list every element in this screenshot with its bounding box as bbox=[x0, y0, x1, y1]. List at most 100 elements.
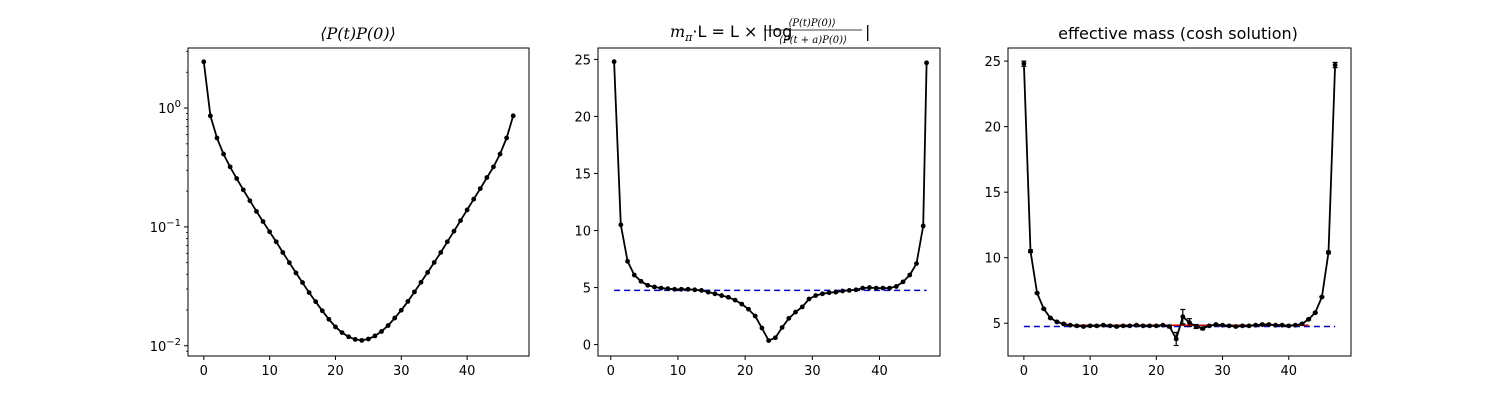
data-point bbox=[346, 334, 352, 340]
data-point bbox=[1279, 322, 1285, 328]
data-point bbox=[739, 301, 745, 307]
y-tick-label: 10−2 bbox=[150, 337, 181, 355]
data-point bbox=[1067, 322, 1073, 328]
x-tick-label: 0 bbox=[200, 364, 208, 379]
y-tick-label: 5 bbox=[583, 282, 591, 297]
data-point bbox=[471, 196, 477, 202]
data-point bbox=[1120, 323, 1126, 329]
y-tick-label: 15 bbox=[574, 167, 591, 182]
data-point bbox=[398, 307, 404, 313]
data-point bbox=[313, 299, 319, 305]
data-point bbox=[924, 60, 929, 66]
data-point bbox=[1240, 323, 1245, 329]
data-point bbox=[1100, 322, 1106, 328]
title-lhs-m: m bbox=[670, 22, 685, 41]
x-tick-label: 20 bbox=[1148, 364, 1165, 379]
data-point bbox=[247, 198, 253, 204]
data-point bbox=[484, 175, 490, 180]
data-point bbox=[1246, 323, 1252, 329]
title-fraction-denominator: ⟨P(t + a)P(0)⟩ bbox=[779, 35, 847, 46]
data-point bbox=[914, 261, 919, 266]
data-point bbox=[385, 323, 391, 328]
data-point bbox=[1153, 323, 1159, 329]
y-tick-label: 10−1 bbox=[150, 218, 181, 236]
data-point bbox=[1312, 310, 1318, 316]
data-point bbox=[873, 285, 879, 291]
x-tick-label: 0 bbox=[1020, 364, 1028, 379]
data-point bbox=[820, 291, 825, 297]
data-point bbox=[221, 151, 226, 157]
data-point bbox=[772, 335, 778, 341]
x-tick-label: 20 bbox=[737, 364, 754, 379]
data-point bbox=[267, 229, 273, 235]
data-point bbox=[1206, 323, 1212, 329]
data-point bbox=[1054, 319, 1060, 325]
data-point bbox=[293, 270, 299, 276]
axes-frame bbox=[597, 47, 941, 357]
data-point bbox=[840, 288, 845, 294]
data-point bbox=[1081, 324, 1086, 329]
data-point bbox=[1273, 322, 1278, 328]
data-point bbox=[1034, 290, 1040, 296]
chart-title: ⟨P(t)P(0)⟩ bbox=[320, 24, 396, 43]
data-point bbox=[444, 239, 450, 245]
data-point bbox=[1226, 323, 1232, 329]
data-point bbox=[1041, 306, 1047, 312]
x-tick-label: 40 bbox=[1280, 364, 1297, 379]
data-point bbox=[631, 272, 637, 278]
data-point bbox=[418, 279, 424, 285]
data-point bbox=[1220, 322, 1225, 328]
data-point bbox=[1028, 248, 1033, 254]
data-point bbox=[497, 151, 503, 157]
data-point bbox=[1140, 323, 1146, 329]
data-point bbox=[725, 294, 731, 300]
data-point bbox=[826, 290, 832, 296]
y-tick-label: 25 bbox=[984, 55, 1001, 70]
data-point bbox=[438, 250, 444, 255]
panel-log-ratio-mass: mπ·L = L × |log ⟨P(t)P(0)⟩ ⟨P(t + a)P(0)… bbox=[574, 18, 941, 379]
data-point bbox=[254, 209, 259, 214]
x-tick-label: 30 bbox=[1214, 364, 1231, 379]
data-point bbox=[333, 324, 338, 330]
data-point bbox=[1266, 322, 1272, 327]
data-point bbox=[813, 293, 819, 298]
data-point bbox=[425, 270, 431, 275]
data-point bbox=[412, 289, 417, 295]
data-point bbox=[1193, 324, 1199, 329]
data-point bbox=[846, 288, 852, 293]
data-point bbox=[1180, 314, 1186, 320]
data-point bbox=[833, 289, 839, 295]
data-point bbox=[1021, 61, 1027, 67]
data-point bbox=[678, 286, 684, 292]
data-point bbox=[860, 285, 866, 291]
axes-frame bbox=[1007, 47, 1352, 357]
data-point bbox=[920, 223, 926, 229]
data-point bbox=[207, 113, 213, 119]
x-tick-label: 10 bbox=[1082, 364, 1099, 379]
y-tick-label: 100 bbox=[158, 99, 181, 117]
data-point bbox=[907, 272, 913, 278]
data-point bbox=[1114, 324, 1119, 329]
data-point bbox=[286, 260, 292, 266]
data-point bbox=[719, 293, 725, 298]
x-tick-label: 30 bbox=[393, 364, 410, 379]
data-point bbox=[201, 59, 207, 65]
data-point bbox=[300, 280, 305, 285]
x-tick-label: 40 bbox=[871, 364, 888, 379]
data-point bbox=[491, 164, 496, 170]
data-point bbox=[712, 291, 718, 297]
x-tick-label: 20 bbox=[327, 364, 344, 379]
data-point bbox=[306, 290, 312, 296]
data-point bbox=[365, 336, 371, 342]
data-point bbox=[1187, 320, 1192, 325]
data-point bbox=[464, 207, 470, 213]
data-point bbox=[611, 59, 617, 65]
data-point bbox=[652, 284, 657, 290]
data-point bbox=[1087, 323, 1093, 329]
data-point bbox=[1286, 323, 1292, 329]
y-tick-label: 20 bbox=[984, 121, 1001, 136]
data-point bbox=[779, 325, 785, 330]
data-point bbox=[260, 219, 266, 224]
data-point bbox=[658, 285, 664, 291]
